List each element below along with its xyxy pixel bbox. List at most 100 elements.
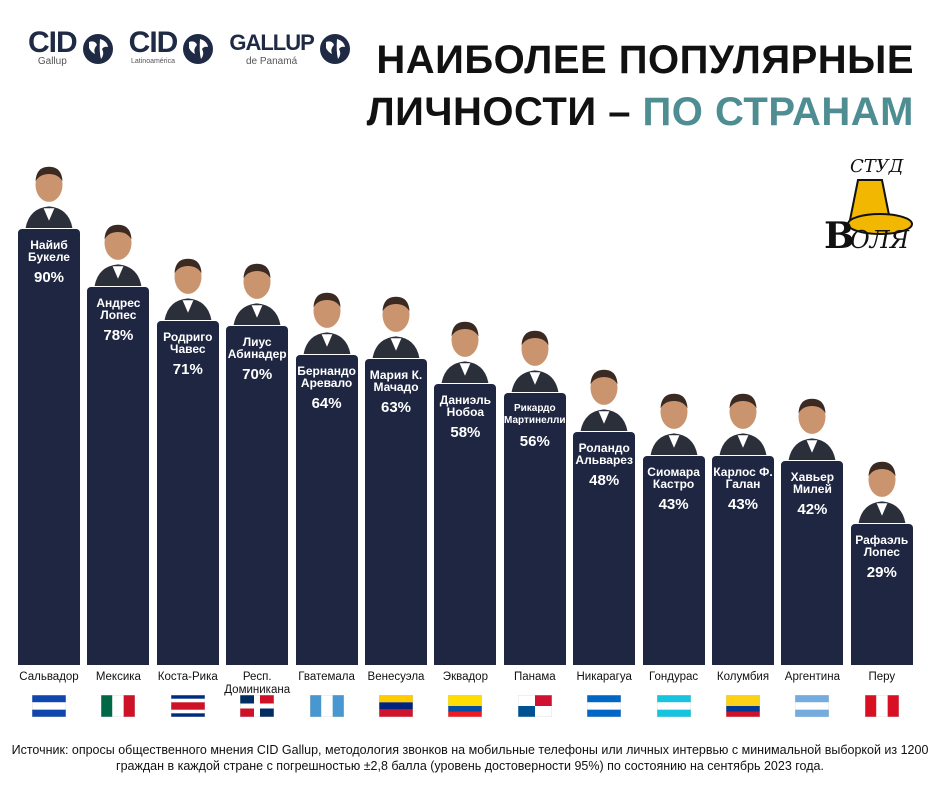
data-label: 43% [658, 496, 689, 514]
leader-portrait [650, 394, 697, 456]
bar [642, 456, 705, 665]
leader-portrait [372, 297, 420, 359]
country-label: Аргентина [784, 671, 840, 683]
title-line-2-accent: ПО СТРАНАМ [642, 90, 914, 134]
data-label: 70% [242, 365, 273, 383]
leader-portrait [719, 394, 767, 456]
data-label: 43% [727, 496, 759, 514]
stud-volya-logo: СТУД В ОЛЯ [824, 156, 913, 257]
data-label: 78% [103, 326, 134, 344]
country-label: Перу [868, 671, 896, 683]
leader-name: Хавьер Милей [790, 470, 835, 497]
data-label: 63% [380, 399, 412, 417]
title-line-2-main: ЛИЧНОСТИ – [366, 90, 643, 134]
leader-name: Карлос Ф. Галан [713, 465, 773, 492]
country-flag [309, 695, 344, 717]
leader-name: Найиб Букеле [28, 237, 70, 264]
leader-portrait [788, 399, 836, 461]
bar [434, 383, 497, 665]
leader-portrait [303, 292, 350, 354]
leader-portrait [858, 462, 906, 524]
country-label: Никарагуа [576, 671, 632, 683]
source-note: Источник: опросы общественного мнения CI… [11, 743, 929, 773]
bar [156, 320, 219, 665]
leader-portrait [94, 224, 142, 286]
data-label: 64% [311, 394, 342, 412]
data-label: 71% [172, 360, 203, 378]
chart-title: НАИБОЛЕЕ ПОПУЛЯРНЫЕ ЛИЧНОСТИ – ПО СТРАНА… [367, 34, 914, 138]
country-label: Колумбия [716, 671, 770, 683]
country-flag [32, 695, 66, 717]
country-flag [101, 695, 136, 717]
bar [226, 325, 289, 665]
country-label: Сальвадор [19, 671, 79, 683]
country-label: Мексика [95, 671, 141, 683]
data-label: 29% [866, 564, 897, 582]
country-flag [448, 695, 483, 717]
logo-sub: Latinoamérica [131, 58, 175, 65]
leader-portrait [441, 321, 489, 383]
leader-name: Рафаэль Лопес [855, 533, 909, 560]
bar [503, 393, 566, 665]
country-flag [587, 695, 622, 717]
country-flag [517, 695, 552, 717]
bar [87, 286, 150, 665]
country-flag [726, 695, 760, 717]
logo-word: GALLUP [229, 30, 314, 55]
country-label: Гватемала [298, 671, 355, 683]
country-label: Гондурас [649, 671, 699, 683]
logo-word: CID [28, 26, 78, 59]
leader-name: Рикардо Мартинелли [504, 403, 566, 427]
globe-icon [82, 33, 113, 64]
country-flag [795, 695, 830, 717]
logo-word: CID [128, 26, 179, 59]
bar [712, 456, 774, 665]
country-flag [240, 695, 275, 717]
title-line-1: НАИБОЛЕЕ ПОПУЛЯРНЫЕ [376, 38, 914, 82]
logo-gallup-panama: GALLUP de Panamá [229, 30, 351, 67]
bar [295, 354, 358, 665]
country-label: Коста-Рика [157, 671, 218, 683]
leader-name: Бернандо Аревало [297, 363, 356, 390]
leader-name: Мария К. Мачадо [369, 368, 423, 395]
data-label: 42% [797, 501, 828, 519]
leader-name: Андрес Лопес [96, 295, 141, 322]
country-label: Эквадор [442, 671, 488, 683]
data-label: 90% [33, 268, 65, 286]
leader-portrait [580, 369, 628, 432]
bar [18, 228, 80, 665]
bar [365, 359, 427, 665]
country-label: Респ. Доминикана [224, 671, 291, 696]
logo-sub: Gallup [37, 56, 67, 67]
country-flag [379, 695, 413, 717]
data-label: 48% [589, 472, 620, 490]
leader-name: Лиус Абинадер [227, 334, 287, 361]
bar [850, 524, 913, 665]
leader-name: Даниэль Нобоа [439, 392, 491, 419]
logo-sub: de Panamá [245, 56, 298, 67]
globe-icon [183, 33, 214, 64]
leader-name: Сиомара Кастро [647, 465, 700, 492]
stamp-top-text: СТУД [850, 156, 904, 177]
stamp-letter: В [824, 215, 854, 257]
bar [781, 461, 844, 665]
data-label: 58% [450, 423, 481, 441]
leader-portrait [164, 258, 212, 320]
logo-cid-latinoamerica: CID Latinoamérica [128, 26, 216, 67]
logos: CID Gallup CID Latinoamérica GALLUP de P… [28, 26, 352, 67]
stamp-bottom-text: ОЛЯ [850, 226, 910, 254]
logo-cid-gallup: CID Gallup [28, 26, 115, 67]
globe-icon [319, 33, 350, 64]
bar [573, 432, 636, 665]
data-label: 56% [519, 433, 550, 451]
leader-portrait [511, 331, 559, 393]
title-line-2: ЛИЧНОСТИ – ПО СТРАНАМ [367, 86, 914, 138]
country-label: Панама [513, 671, 556, 683]
leader-name: Роландо Альварез [575, 441, 633, 468]
leader-portrait [233, 263, 281, 325]
leader-name: Родриго Чавес [163, 329, 213, 356]
country-flag [656, 695, 691, 717]
country-flag [864, 695, 899, 717]
country-flag [170, 695, 205, 717]
